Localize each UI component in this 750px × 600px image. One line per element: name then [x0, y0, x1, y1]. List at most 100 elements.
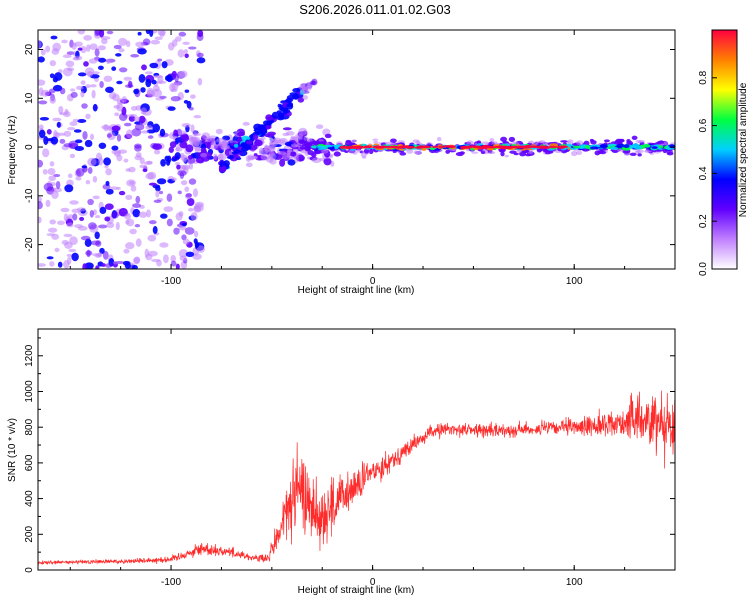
heatmap-cell	[182, 41, 190, 45]
heatmap-cell	[167, 155, 172, 163]
heatmap-cell	[171, 82, 179, 91]
heatmap-cell	[164, 75, 171, 82]
heatmap-cell	[177, 49, 185, 58]
heatmap-cell	[134, 123, 145, 131]
heatmap-cell	[147, 171, 157, 180]
heatmap-cell	[188, 46, 197, 50]
heatmap-cell	[128, 115, 136, 122]
heatmap-cell	[421, 145, 431, 148]
heatmap-cell	[537, 145, 545, 148]
heatmap-cell	[639, 142, 645, 145]
heatmap-cell	[111, 125, 121, 132]
heatmap-cell	[97, 45, 106, 51]
heatmap-cell	[436, 136, 442, 142]
heatmap-cell	[494, 145, 504, 149]
heatmap-cell	[132, 208, 141, 218]
heatmap-cell	[286, 103, 294, 110]
heatmap-cell	[73, 129, 82, 133]
heatmap-cell	[187, 207, 194, 212]
heatmap-cell	[190, 124, 195, 133]
heatmap-cell	[565, 143, 572, 147]
heatmap-cell	[98, 142, 107, 149]
heatmap-cell	[149, 62, 159, 69]
x-tick-label: 0	[370, 276, 376, 287]
heatmap-cell	[356, 148, 361, 153]
heatmap-cell	[123, 158, 129, 163]
heatmap-cell	[52, 117, 62, 122]
heatmap-cell	[112, 261, 119, 265]
heatmap-cell	[49, 161, 55, 167]
colorbar-tick-label: 0.8	[698, 70, 709, 84]
heatmap-cell	[125, 194, 133, 201]
heatmap-cell	[253, 139, 263, 147]
heatmap-cell	[231, 151, 238, 155]
heatmap-cell	[64, 108, 69, 116]
heatmap-cell	[642, 143, 651, 148]
heatmap-cell	[245, 140, 253, 145]
heatmap-cell	[489, 138, 495, 142]
y-tick-label: 1200	[24, 344, 35, 367]
figure-title: S206.2026.011.01.02.G03	[299, 2, 451, 17]
heatmap-cell	[196, 245, 205, 253]
heatmap-cell	[178, 249, 189, 258]
snr-x-label: Height of straight line (km)	[298, 585, 415, 596]
heatmap-cell	[190, 212, 198, 221]
heatmap-cell	[106, 133, 112, 138]
heatmap-cell	[87, 157, 97, 167]
heatmap-cell	[38, 196, 43, 203]
heatmap-cell	[106, 30, 114, 35]
heatmap-cell	[134, 224, 141, 228]
heatmap-cell	[182, 238, 190, 245]
y-tick-label: -20	[24, 237, 35, 252]
heatmap-cell	[159, 128, 166, 137]
heatmap-cell	[89, 133, 95, 141]
heatmap-cell	[69, 153, 76, 159]
y-tick-label: 600	[24, 454, 35, 471]
heatmap-cell	[211, 139, 217, 145]
heatmap-cell	[173, 129, 179, 137]
heatmap-cell	[200, 147, 207, 153]
heatmap-cell	[38, 201, 43, 210]
heatmap-cell	[629, 152, 637, 157]
heatmap-cell	[320, 149, 329, 154]
heatmap-cell	[127, 113, 138, 117]
heatmap-cell	[99, 206, 107, 214]
heatmap-cell	[42, 148, 50, 158]
heatmap-cell	[99, 247, 105, 254]
heatmap-cell	[49, 97, 56, 104]
heatmap-cell	[290, 151, 297, 157]
heatmap-cell	[140, 107, 148, 115]
heatmap-cell	[66, 256, 72, 265]
heatmap-cell	[530, 145, 538, 148]
heatmap-cell	[150, 258, 161, 263]
heatmap-cell	[325, 144, 333, 148]
heatmap-cell	[126, 218, 135, 227]
heatmap-cell	[160, 213, 168, 219]
heatmap-cell	[175, 212, 183, 221]
heatmap-cell	[176, 164, 181, 170]
heatmap-cell	[174, 73, 179, 83]
x-tick-label: 100	[566, 577, 583, 588]
heatmap-cell	[95, 265, 100, 269]
heatmap-cell	[95, 215, 101, 219]
heatmap-cell	[77, 119, 87, 123]
heatmap-cell	[91, 89, 96, 99]
heatmap-cell	[147, 234, 157, 242]
heatmap-cell	[81, 103, 88, 109]
heatmap-cell	[75, 167, 85, 177]
heatmap-cell	[177, 190, 182, 195]
heatmap-cell	[466, 145, 476, 148]
heatmap-cell	[182, 157, 187, 163]
heatmap-cell	[51, 190, 59, 200]
heatmap-cell	[63, 143, 73, 148]
heatmap-cell	[94, 30, 102, 36]
heatmap-cell	[140, 130, 149, 134]
heatmap-cell	[324, 133, 332, 139]
heatmap-cell	[245, 162, 253, 168]
heatmap-cell	[118, 67, 128, 73]
heatmap-cell	[505, 146, 513, 149]
heatmap-cell	[572, 145, 581, 149]
heatmap-cell	[194, 147, 201, 153]
